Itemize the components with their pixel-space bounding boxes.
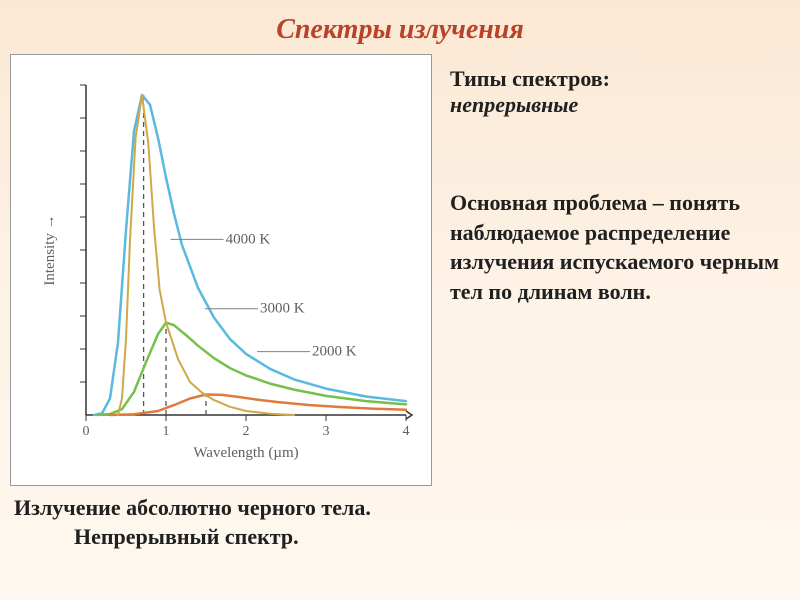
page-title: Спектры излучения bbox=[0, 0, 800, 46]
chart-caption: Излучение абсолютно черного тела. Непрер… bbox=[14, 494, 371, 551]
svg-text:Wavelength (µm): Wavelength (µm) bbox=[193, 445, 298, 461]
spectrum-chart: 0 1 2 3 4 Wavelength (µm) Intensity → 4000 K 300… bbox=[10, 54, 432, 486]
svg-text:3000 K: 3000 K bbox=[260, 301, 305, 317]
subtitle-line2: непрерывные bbox=[450, 92, 790, 118]
svg-text:2: 2 bbox=[243, 424, 250, 439]
svg-text:Intensity →: Intensity → bbox=[42, 214, 58, 285]
main-paragraph: Основная проблема – понять наблюдаемое р… bbox=[450, 188, 790, 307]
svg-text:0: 0 bbox=[83, 424, 90, 439]
caption-line2: Непрерывный спектр. bbox=[14, 523, 371, 552]
svg-text:2000 K: 2000 K bbox=[312, 344, 357, 360]
svg-text:1: 1 bbox=[163, 424, 170, 439]
svg-text:3: 3 bbox=[323, 424, 330, 439]
right-column: Типы спектров: непрерывные Основная проб… bbox=[450, 66, 790, 307]
svg-text:4: 4 bbox=[403, 424, 410, 439]
svg-text:4000 K: 4000 K bbox=[226, 231, 271, 247]
chart-svg: 0 1 2 3 4 Wavelength (µm) Intensity → 4000 K 300… bbox=[11, 55, 431, 485]
caption-line1: Излучение абсолютно черного тела. bbox=[14, 494, 371, 523]
subtitle-line1: Типы спектров: bbox=[450, 66, 790, 92]
